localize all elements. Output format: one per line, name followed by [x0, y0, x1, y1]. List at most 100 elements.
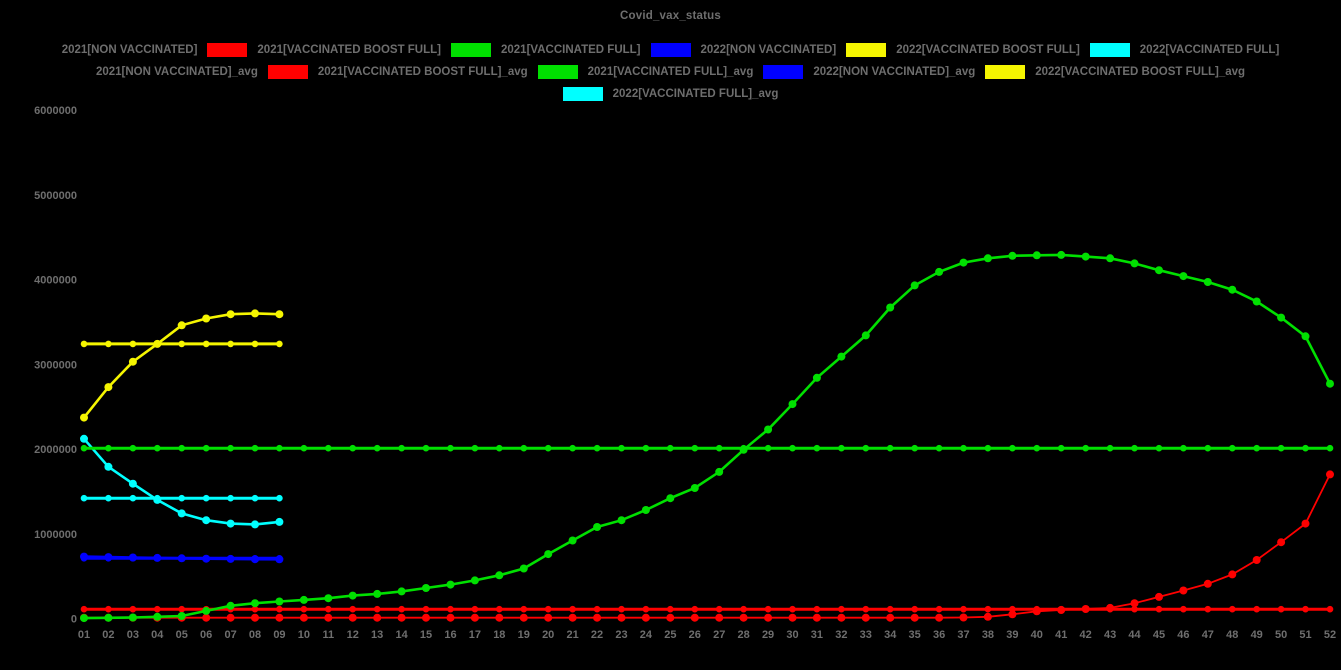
x-axis-tick-label: 28	[738, 629, 750, 641]
series-point-2021[VACCINATED FULL]_avg	[886, 444, 894, 452]
series-point-2021[VACCINATED BOOST FULL]_avg	[154, 605, 161, 613]
x-axis-tick-label: 11	[322, 629, 334, 641]
series-point-2021[VACCINATED BOOST FULL]_avg	[593, 605, 601, 613]
series-point-2021[VACCINATED FULL]	[104, 613, 113, 622]
series-point-2021[VACCINATED FULL]	[373, 589, 382, 598]
y-axis-tick-label: 4000000	[34, 275, 77, 287]
series-point-2022[VACCINATED FULL]	[251, 520, 259, 529]
series-point-2021[VACCINATED BOOST FULL]	[470, 613, 479, 622]
series-point-2021[VACCINATED FULL]	[275, 597, 284, 606]
series-point-2021[VACCINATED FULL]	[128, 613, 137, 622]
series-point-2021[VACCINATED BOOST FULL]	[446, 613, 455, 622]
series-point-2022[VACCINATED FULL]	[177, 509, 186, 518]
series-point-2021[VACCINATED FULL]	[1057, 250, 1066, 259]
series-point-2022[VACCINATED FULL]_avg	[80, 494, 88, 502]
x-axis-tick-label: 30	[786, 629, 798, 641]
x-axis-tick-label: 29	[762, 629, 774, 641]
series-point-2021[VACCINATED BOOST FULL]	[1155, 592, 1163, 601]
x-axis-tick-label: 42	[1080, 629, 1092, 641]
series-point-2022[VACCINATED FULL]	[153, 495, 162, 504]
series-point-2021[VACCINATED FULL]_avg	[471, 444, 479, 452]
series-point-2021[VACCINATED FULL]	[910, 281, 919, 290]
series-point-2021[VACCINATED FULL]	[1106, 254, 1115, 263]
series-point-2022[VACCINATED BOOST FULL]_avg	[105, 340, 112, 348]
legend-label: 2021[NON VACCINATED]	[61, 44, 198, 56]
series-point-2021[VACCINATED FULL]_avg	[1131, 444, 1138, 452]
series-point-2021[VACCINATED FULL]_avg	[935, 444, 943, 452]
series-point-2022[NON VACCINATED]	[128, 553, 137, 562]
series-point-2021[VACCINATED BOOST FULL]_avg	[129, 605, 137, 613]
series-point-2021[VACCINATED FULL]	[1203, 278, 1212, 286]
series-point-2021[VACCINATED FULL]_avg	[251, 444, 259, 452]
series-point-2022[VACCINATED BOOST FULL]_avg	[129, 340, 137, 348]
legend-swatch	[451, 43, 491, 57]
series-point-2022[NON VACCINATED]	[153, 553, 162, 562]
series-point-2022[NON VACCINATED]	[275, 555, 284, 564]
x-axis-tick-label: 27	[713, 629, 725, 641]
x-axis-tick-label: 20	[542, 629, 554, 641]
series-point-2021[VACCINATED FULL]_avg	[813, 444, 821, 452]
series-point-2022[VACCINATED FULL]_avg	[227, 494, 234, 502]
legend-label: 2021[VACCINATED FULL]	[501, 44, 641, 56]
series-point-2021[VACCINATED BOOST FULL]	[1032, 607, 1041, 616]
series-point-2021[VACCINATED FULL]_avg	[202, 444, 210, 452]
series-line-2021[VACCINATED BOOST FULL]	[84, 473, 1331, 619]
series-point-2022[NON VACCINATED]	[251, 555, 259, 564]
legend-swatch	[985, 65, 1026, 79]
x-axis-tick-label: 14	[395, 629, 408, 641]
series-point-2021[VACCINATED FULL]_avg	[1302, 444, 1309, 452]
series-point-2021[VACCINATED BOOST FULL]	[593, 613, 602, 622]
y-axis-tick-label: 2000000	[34, 444, 77, 456]
series-point-2022[VACCINATED BOOST FULL]	[202, 314, 211, 323]
series-point-2021[VACCINATED FULL]_avg	[838, 444, 845, 452]
series-point-2021[VACCINATED FULL]	[1252, 297, 1261, 306]
series-point-2021[VACCINATED BOOST FULL]	[1106, 603, 1115, 612]
series-point-2021[VACCINATED BOOST FULL]	[959, 613, 968, 622]
series-point-2022[VACCINATED FULL]	[275, 517, 284, 526]
series-point-2021[VACCINATED BOOST FULL]	[202, 613, 211, 622]
series-point-2021[VACCINATED BOOST FULL]	[422, 613, 430, 622]
series-point-2021[VACCINATED FULL]	[1008, 251, 1017, 260]
x-axis-tick-label: 09	[273, 629, 285, 641]
legend-row-3: 2022[VACCINATED FULL]_avg	[558, 83, 784, 105]
series-point-2021[VACCINATED BOOST FULL]_avg	[1253, 605, 1260, 613]
series-point-2021[VACCINATED FULL]_avg	[520, 444, 528, 452]
series-point-2021[VACCINATED BOOST FULL]_avg	[569, 605, 576, 613]
x-axis-tick-label: 47	[1202, 629, 1214, 641]
x-axis-tick-label: 48	[1226, 629, 1238, 641]
series-point-2021[VACCINATED BOOST FULL]_avg	[544, 605, 552, 613]
series-point-2021[VACCINATED FULL]	[715, 467, 724, 476]
series-point-2021[VACCINATED FULL]_avg	[1033, 444, 1041, 452]
series-point-2022[VACCINATED BOOST FULL]	[104, 383, 113, 392]
x-axis-tick-label: 16	[444, 629, 456, 641]
series-point-2021[VACCINATED FULL]	[495, 571, 504, 580]
x-axis-tick-label: 05	[176, 629, 188, 641]
x-axis-tick-label: 52	[1324, 629, 1336, 641]
series-point-2021[VACCINATED BOOST FULL]	[324, 613, 333, 622]
series-point-2021[VACCINATED FULL]	[177, 612, 186, 620]
series-point-2021[VACCINATED FULL]	[764, 425, 773, 434]
legend-swatch	[207, 43, 248, 57]
series-point-2021[VACCINATED FULL]	[1130, 259, 1139, 268]
series-point-2022[VACCINATED BOOST FULL]_avg	[178, 340, 185, 348]
x-axis-tick-label: 21	[566, 629, 578, 641]
series-point-2021[VACCINATED FULL]_avg	[447, 444, 454, 452]
series-point-2021[VACCINATED BOOST FULL]_avg	[715, 605, 723, 613]
series-point-2021[VACCINATED FULL]_avg	[544, 444, 552, 452]
series-point-2021[VACCINATED BOOST FULL]	[544, 613, 553, 622]
series-point-2021[VACCINATED FULL]	[788, 400, 797, 409]
series-point-2021[VACCINATED BOOST FULL]	[1277, 538, 1286, 547]
series-point-2021[VACCINATED FULL]	[397, 587, 406, 596]
x-axis-tick-label: 38	[982, 629, 994, 641]
series-point-2021[VACCINATED FULL]	[80, 614, 88, 623]
series-point-2021[VACCINATED BOOST FULL]_avg	[740, 605, 747, 613]
legend-swatch	[763, 65, 804, 79]
x-axis-tick-label: 15	[420, 629, 432, 641]
series-point-2022[VACCINATED FULL]	[80, 434, 88, 443]
legend-label: 2021[NON VACCINATED]_avg	[95, 66, 258, 78]
series-point-2021[VACCINATED FULL]_avg	[300, 444, 308, 452]
x-axis-tick-label: 46	[1177, 629, 1189, 641]
series-point-2021[VACCINATED FULL]_avg	[80, 444, 88, 452]
x-axis-tick-label: 22	[591, 629, 603, 641]
series-point-2021[VACCINATED FULL]	[153, 612, 162, 621]
